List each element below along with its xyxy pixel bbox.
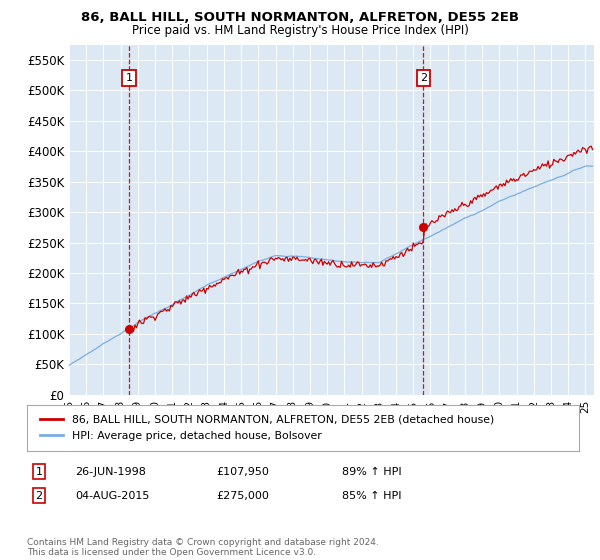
Legend: 86, BALL HILL, SOUTH NORMANTON, ALFRETON, DE55 2EB (detached house), HPI: Averag: 86, BALL HILL, SOUTH NORMANTON, ALFRETON… <box>35 410 499 445</box>
Text: 2: 2 <box>35 491 43 501</box>
Text: 2: 2 <box>420 73 427 83</box>
Text: 85% ↑ HPI: 85% ↑ HPI <box>342 491 401 501</box>
Text: 89% ↑ HPI: 89% ↑ HPI <box>342 466 401 477</box>
Text: £107,950: £107,950 <box>216 466 269 477</box>
Text: Contains HM Land Registry data © Crown copyright and database right 2024.
This d: Contains HM Land Registry data © Crown c… <box>27 538 379 557</box>
Text: 26-JUN-1998: 26-JUN-1998 <box>75 466 146 477</box>
Text: £275,000: £275,000 <box>216 491 269 501</box>
Text: 04-AUG-2015: 04-AUG-2015 <box>75 491 149 501</box>
Text: 1: 1 <box>35 466 43 477</box>
Text: 86, BALL HILL, SOUTH NORMANTON, ALFRETON, DE55 2EB: 86, BALL HILL, SOUTH NORMANTON, ALFRETON… <box>81 11 519 24</box>
Text: 1: 1 <box>125 73 133 83</box>
Text: Price paid vs. HM Land Registry's House Price Index (HPI): Price paid vs. HM Land Registry's House … <box>131 24 469 36</box>
